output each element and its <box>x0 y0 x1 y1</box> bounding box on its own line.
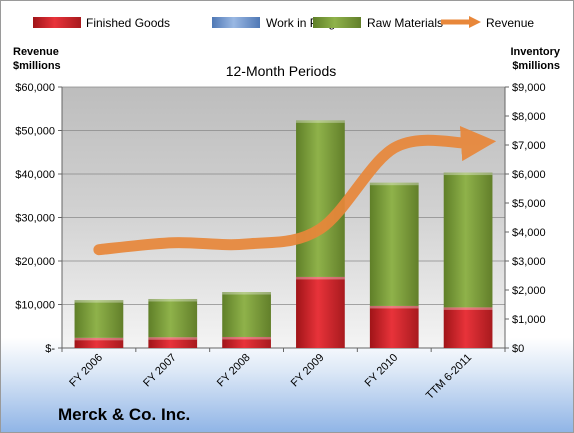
left-tick-label: $10,000 <box>15 300 55 312</box>
bar-finished-goods <box>443 307 493 348</box>
left-tick-label: $60,000 <box>15 82 55 94</box>
legend-label-revenue: Revenue <box>486 16 534 30</box>
legend: Finished Goods Work in Progress Raw Mate… <box>33 16 534 30</box>
bar-highlight <box>74 337 124 341</box>
bar-finished-goods <box>222 336 271 348</box>
bar-highlight <box>148 298 198 302</box>
company-name: Merck & Co. Inc. <box>58 405 190 424</box>
left-axis-title-line1: Revenue <box>13 46 59 58</box>
bar-finished-goods <box>74 337 124 348</box>
bar-raw-materials <box>369 182 419 306</box>
legend-swatch-finished-goods <box>33 17 81 28</box>
bar-highlight <box>296 276 345 280</box>
bar-raw-materials <box>74 300 124 338</box>
bar-highlight <box>222 336 271 340</box>
legend-label-finished-goods: Finished Goods <box>86 16 170 30</box>
bars <box>74 120 493 348</box>
bar-highlight <box>148 337 198 340</box>
bar-highlight <box>443 307 493 310</box>
right-tick-label: $0 <box>512 343 524 355</box>
right-axis-title-line1: Inventory <box>510 46 560 58</box>
gridlines <box>62 86 505 349</box>
right-tick-label: $6,000 <box>512 169 546 181</box>
right-tick-label: $3,000 <box>512 256 546 268</box>
right-tick-label: $1,000 <box>512 314 546 326</box>
left-tick-label: $- <box>45 343 55 355</box>
chart-subtitle: 12-Month Periods <box>226 63 337 79</box>
left-tick-label: $50,000 <box>15 126 55 138</box>
bar-highlight <box>296 120 345 123</box>
left-tick-label: $30,000 <box>15 213 55 225</box>
bar-finished-goods <box>369 305 419 348</box>
bar-highlight <box>74 300 124 303</box>
revenue-line <box>93 125 497 256</box>
revenue-line-layer <box>93 125 497 256</box>
bar-finished-goods <box>296 276 345 348</box>
right-tick-label: $2,000 <box>512 285 546 297</box>
right-tick-label: $4,000 <box>512 227 546 239</box>
legend-swatch-revenue-arrow <box>469 16 481 28</box>
bar-raw-materials <box>443 172 493 308</box>
bar-highlight <box>369 182 419 186</box>
bar-highlight <box>443 172 493 176</box>
right-axis-ticks: $0 $1,000 $2,000 $3,000 $4,000 $5,000 $6,000 $7… <box>504 82 546 355</box>
right-tick-label: $9,000 <box>512 82 546 94</box>
bar-raw-materials <box>222 292 271 337</box>
bar-highlight <box>222 292 271 295</box>
legend-label-raw-materials: Raw Materials <box>367 16 443 30</box>
right-tick-label: $7,000 <box>512 140 546 152</box>
bar-raw-materials <box>296 120 345 277</box>
legend-swatch-work-in-progress <box>212 17 260 28</box>
bar-finished-goods <box>148 337 198 348</box>
legend-swatch-raw-materials <box>313 17 361 28</box>
right-tick-label: $8,000 <box>512 111 546 123</box>
bar-highlight <box>369 305 419 309</box>
right-axis-title-line2: $millions <box>512 60 560 72</box>
left-tick-label: $20,000 <box>15 256 55 268</box>
left-tick-label: $40,000 <box>15 169 55 181</box>
left-axis-title-line2: $millions <box>13 60 61 72</box>
bar-raw-materials <box>148 298 198 338</box>
right-tick-label: $5,000 <box>512 198 546 210</box>
